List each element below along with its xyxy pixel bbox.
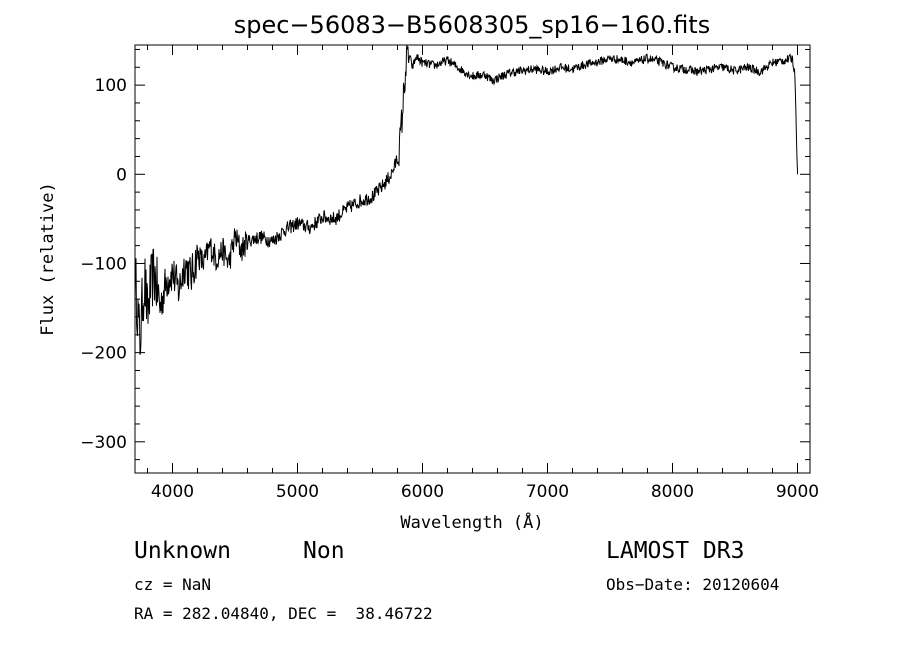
x-tick-label: 5000 [276, 482, 319, 502]
ra-dec-coordinates: RA = 282.04840, DEC = 38.46722 [134, 604, 433, 623]
plot-frame [134, 44, 811, 474]
y-tick-label: −300 [80, 433, 127, 453]
observation-date: Obs−Date: 20120604 [606, 575, 780, 594]
chart-title: spec−56083−B5608305_sp16−160.fits [234, 11, 710, 39]
y-tick-label: 100 [95, 76, 127, 96]
spectrum-line [134, 44, 798, 355]
y-tick-label: 0 [116, 165, 127, 185]
plot-area: 4000 5000 6000 7000 8000 9000 100 0 −100 −200 −300 [80, 44, 819, 502]
object-subclass: Non [303, 538, 345, 564]
x-axis-label: Wavelength (Å) [400, 511, 543, 533]
redshift-cz: cz = NaN [134, 575, 212, 594]
object-class: Unknown [134, 538, 231, 564]
survey-name: LAMOST DR3 [606, 538, 745, 564]
x-tick-label: 6000 [401, 482, 444, 502]
x-tick-label: 9000 [776, 482, 819, 502]
x-tick-label: 4000 [151, 482, 194, 502]
y-tick-label: −100 [80, 254, 127, 274]
x-tick-label: 8000 [651, 482, 694, 502]
x-tick-label: 7000 [526, 482, 569, 502]
y-axis-label: Flux (relative) [38, 182, 58, 336]
y-tick-label: −200 [80, 344, 127, 364]
